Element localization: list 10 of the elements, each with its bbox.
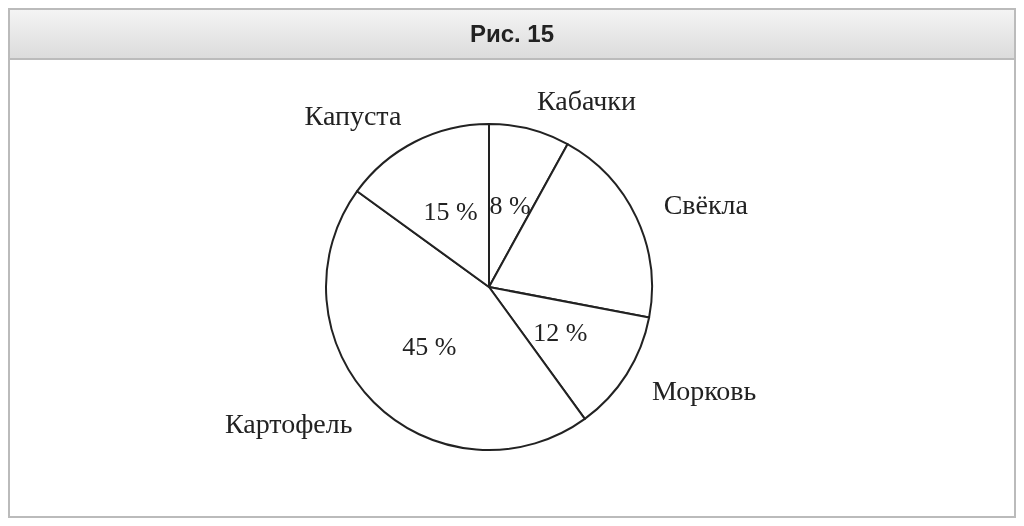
data-label: 15 % (423, 197, 478, 227)
slice-label: Свёкла (663, 189, 749, 221)
slice-label: Капуста (304, 99, 402, 131)
data-label: 8 % (489, 190, 531, 220)
data-label: 45 % (402, 332, 457, 362)
chart-title: Рис. 15 (10, 10, 1014, 60)
slice-label: Картофель (224, 407, 353, 439)
slice-label: Морковь (651, 374, 757, 406)
slice-label: Кабачки (537, 84, 636, 116)
data-label: 12 % (533, 317, 588, 347)
